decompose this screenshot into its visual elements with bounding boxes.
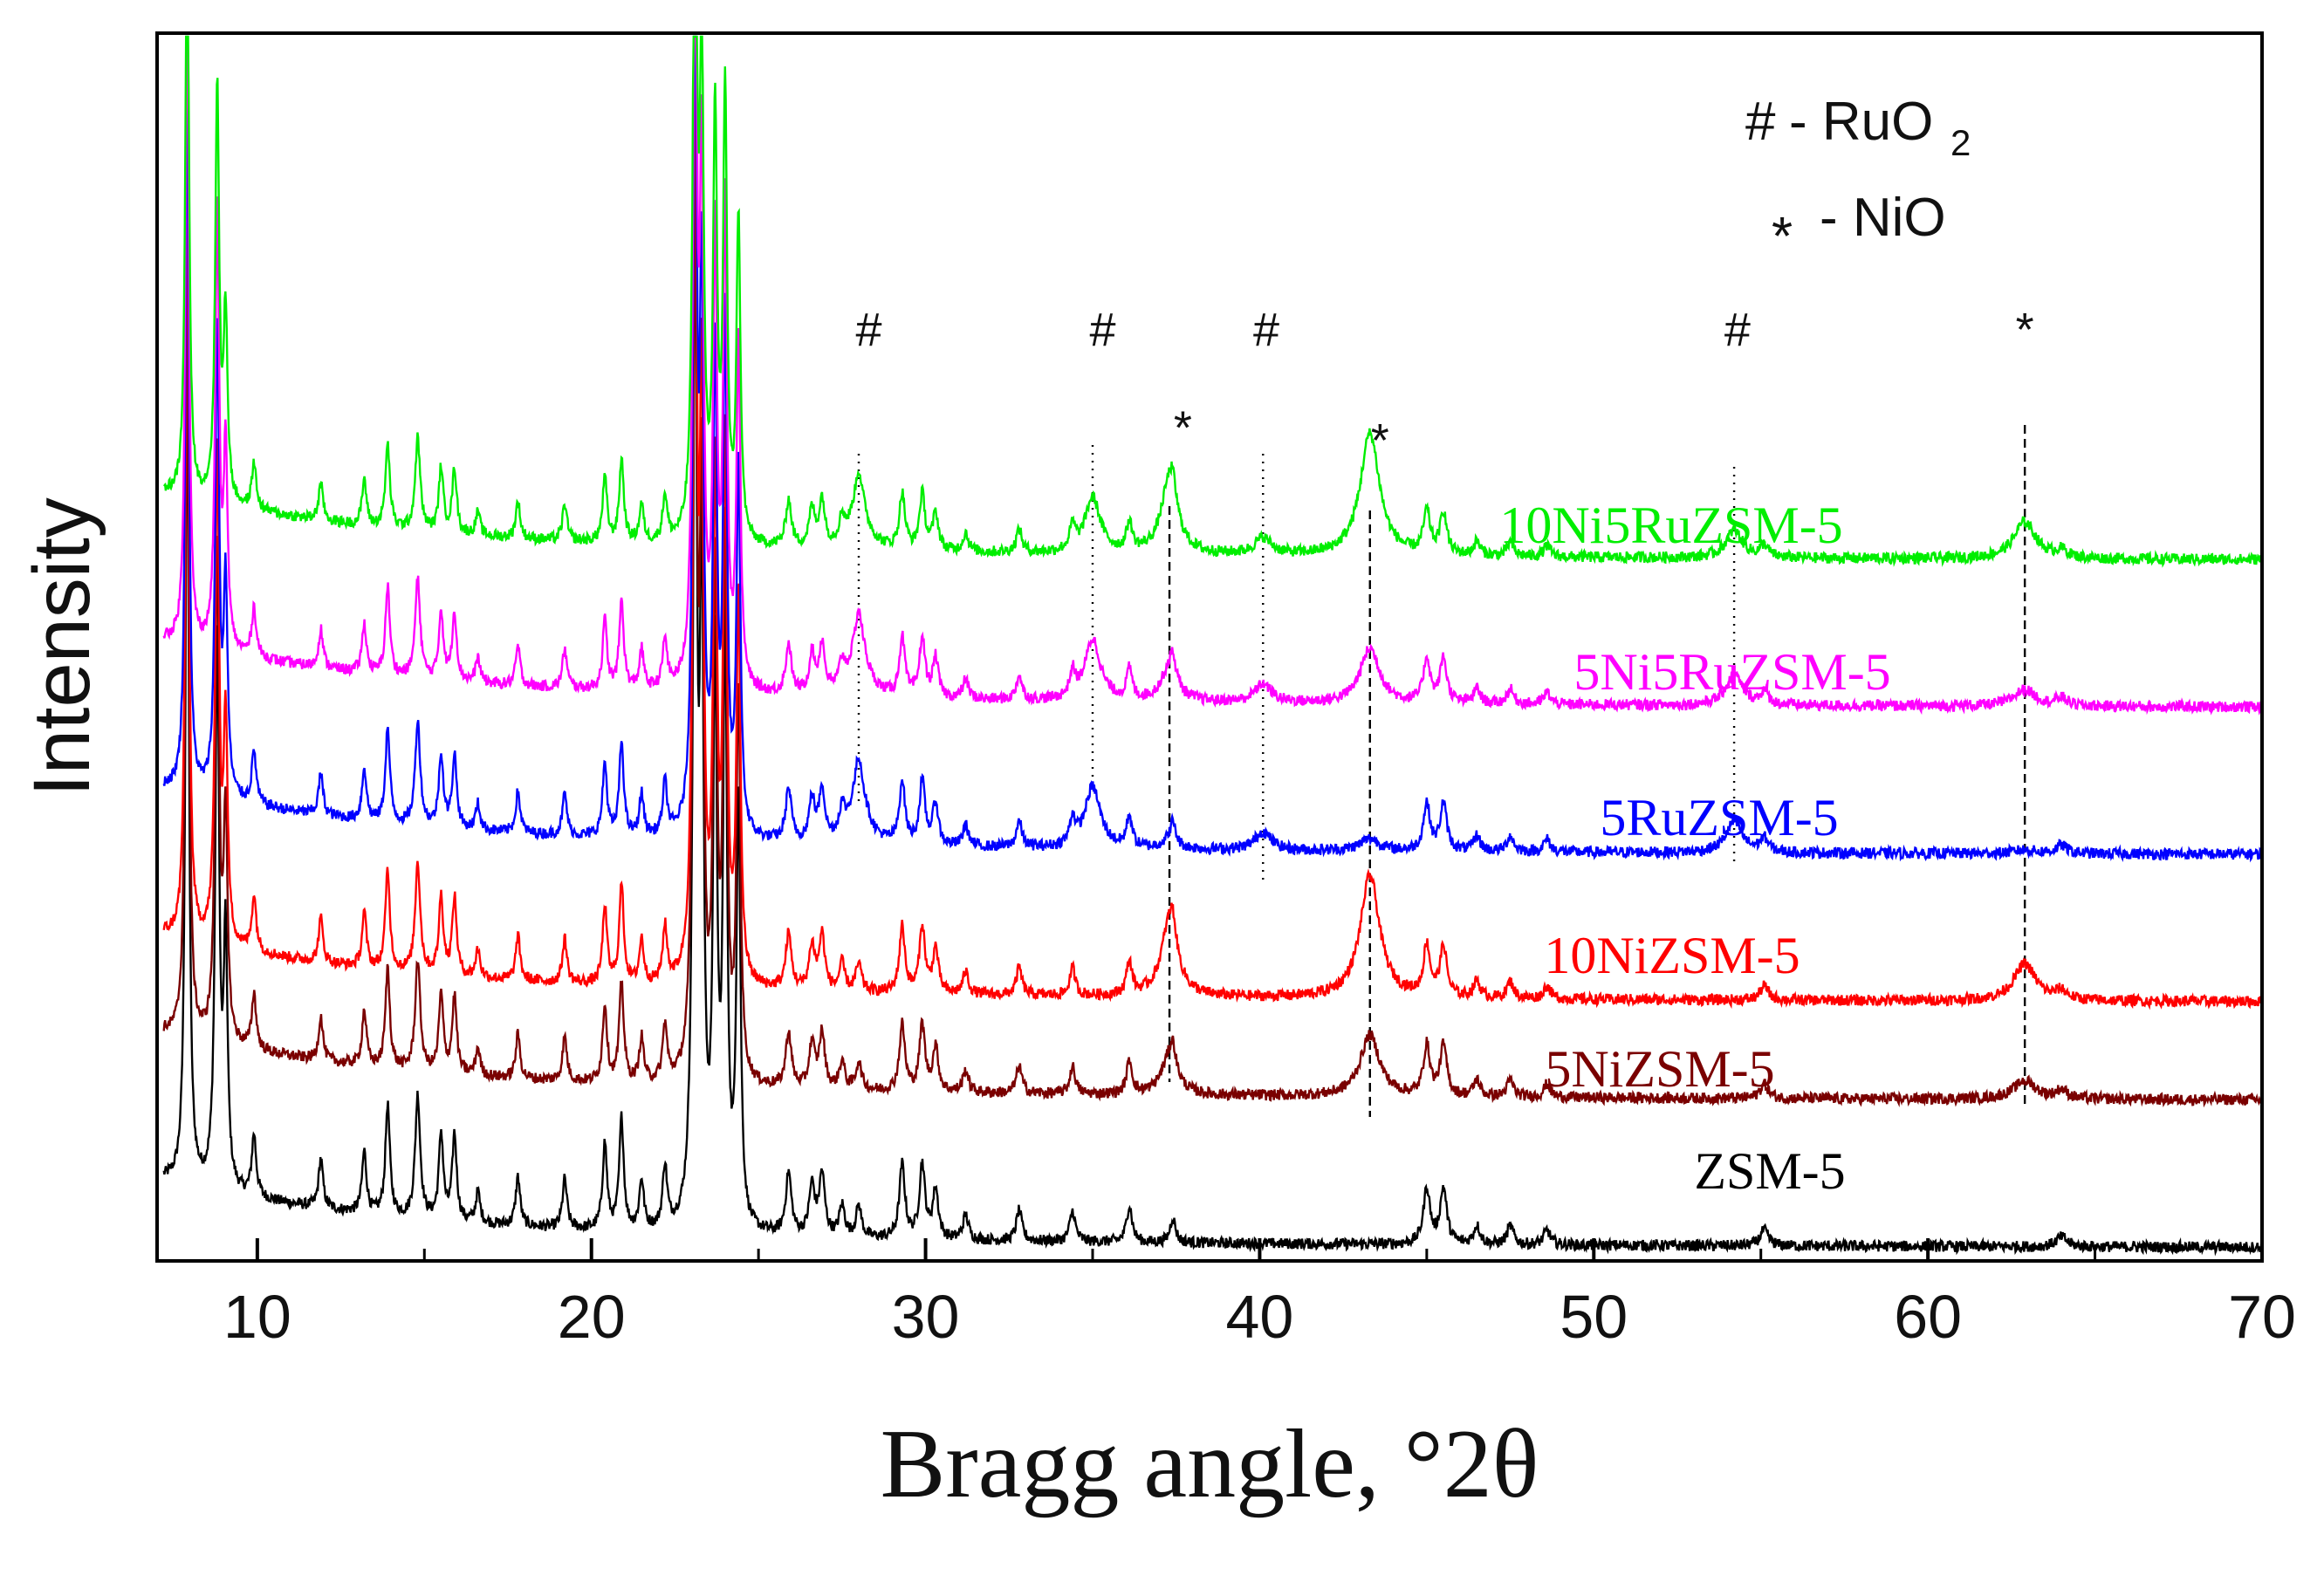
x-axis: 10 20 30 40 50 60 70 (223, 1238, 2296, 1351)
series-labels: ZSM-5 5NiZSM-5 10NiZSM-5 5RuZSM-5 5Ni5RuZSM-… (1499, 497, 1890, 1200)
x-tick-label: 30 (892, 1283, 960, 1351)
x-tick-label: 10 (223, 1283, 291, 1351)
legend-nio-symbol: * (1772, 207, 1793, 267)
legend-ruo2-text: - RuO (1789, 92, 1933, 152)
x-axis-title: Bragg angle, °2θ (881, 1410, 1539, 1518)
series-line-ZSM-5 (162, 173, 2264, 1257)
peak-marker: # (1253, 304, 1279, 356)
series-label: 5Ni5RuZSM-5 (1573, 643, 1890, 701)
peak-marker: # (1089, 304, 1115, 356)
peak-marker: # (855, 304, 881, 356)
series-group (162, 35, 2264, 1257)
series-label: 5RuZSM-5 (1600, 789, 1838, 846)
series-line-5NiZSM-5 (162, 134, 2264, 1108)
peak-marker: # (1724, 304, 1751, 356)
peak-marker: * (1174, 402, 1192, 455)
reference-lines (857, 425, 2026, 1117)
legend-nio-text: - NiO (1820, 188, 1946, 248)
legend-ruo2-subscript: 2 (1950, 122, 1971, 163)
y-axis-title: Intensity (17, 497, 106, 797)
series-label: 5NiZSM-5 (1545, 1040, 1774, 1098)
peak-markers: # # # # * * * (855, 304, 2033, 467)
series-line-10Ni5RuZSM-5 (163, 35, 2264, 568)
peak-marker: * (1371, 414, 1389, 467)
legend-ruo2-symbol: # (1745, 92, 1776, 152)
x-tick-label: 20 (558, 1283, 626, 1351)
series-label: ZSM-5 (1694, 1142, 1845, 1200)
series-line-10NiZSM-5 (162, 36, 2264, 1010)
x-tick-label: 70 (2228, 1283, 2296, 1351)
plot-frame (155, 31, 2264, 1263)
x-tick-label: 40 (1225, 1283, 1293, 1351)
peak-marker: * (2016, 304, 2034, 356)
series-line-5Ni5RuZSM-5 (162, 35, 2264, 716)
series-label: 10Ni5RuZSM-5 (1499, 497, 1842, 554)
x-tick-label: 50 (1560, 1283, 1628, 1351)
series-label: 10NiZSM-5 (1544, 927, 1800, 984)
series-line-5RuZSM-5 (162, 35, 2264, 863)
x-tick-label: 60 (1894, 1283, 1962, 1351)
legend: # - RuO 2 * - NiO (1745, 92, 1971, 267)
